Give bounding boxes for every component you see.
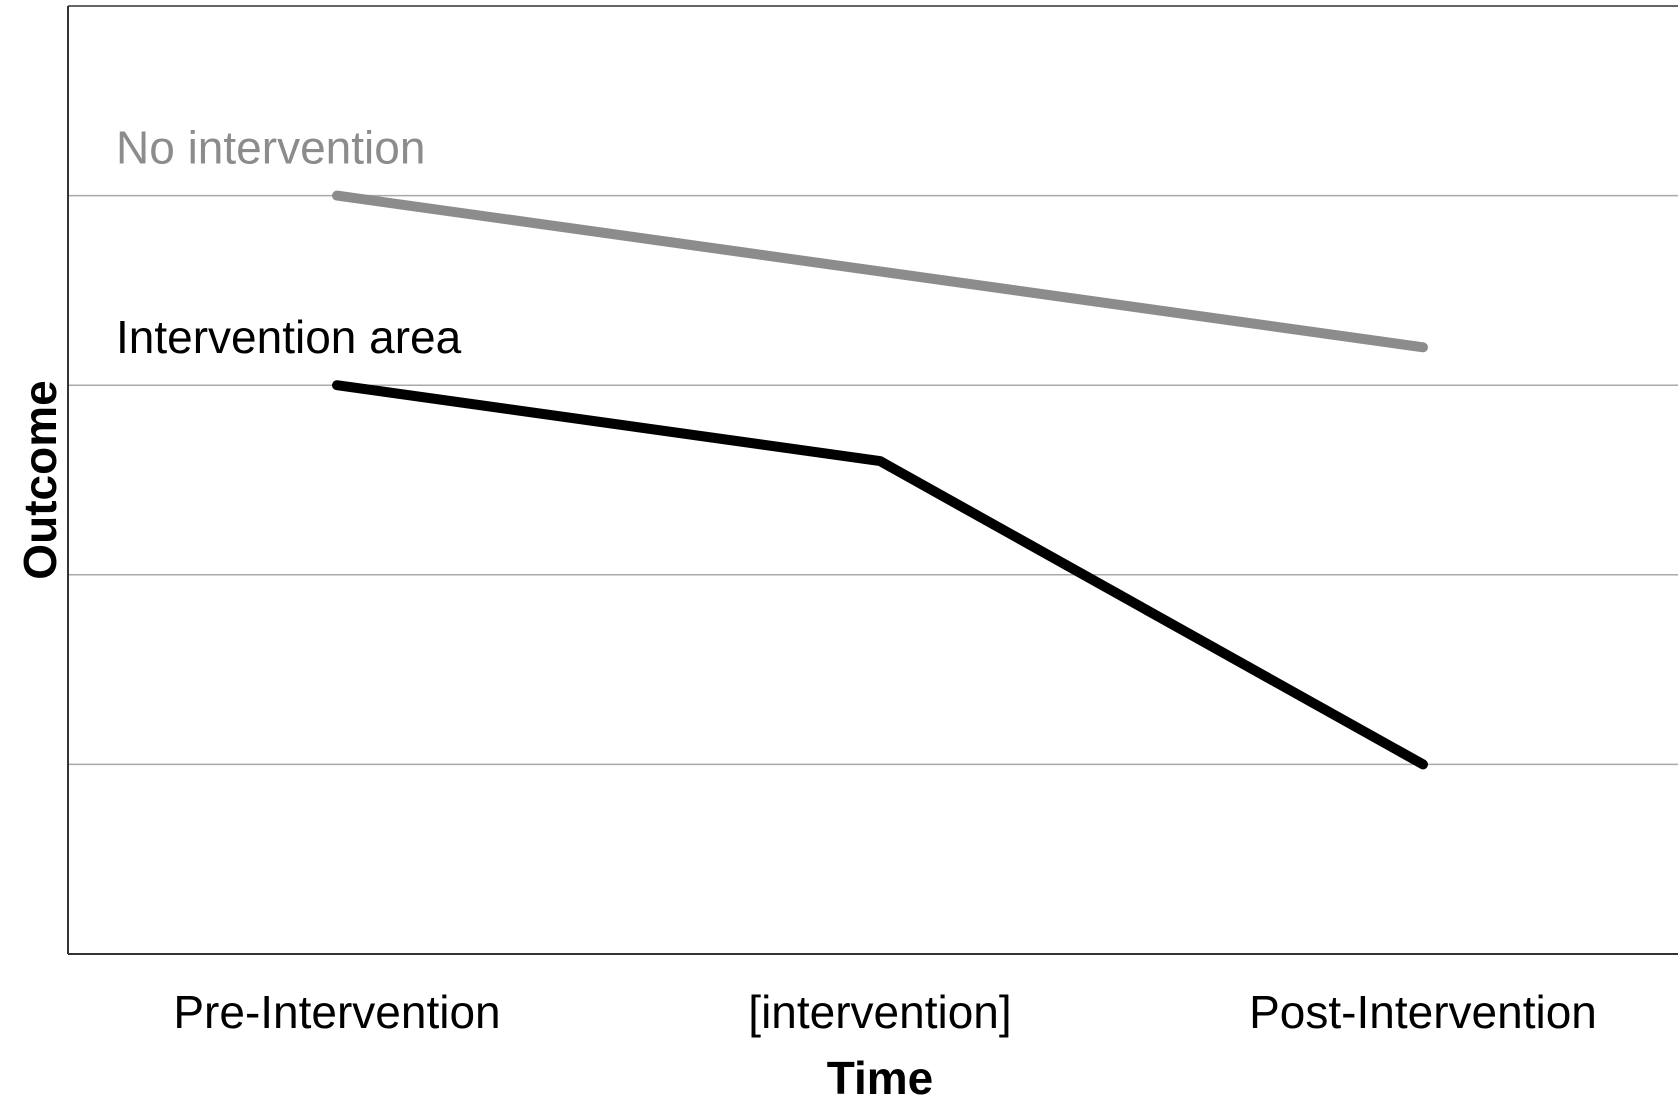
axes [67, 5, 1678, 955]
series-label-no-intervention: No intervention [116, 122, 425, 174]
series-line-intervention-area [332, 380, 1428, 770]
series-line-no-intervention [332, 190, 1428, 353]
series-labels: No intervention Intervention area [116, 122, 462, 364]
series-label-intervention-area: Intervention area [116, 311, 462, 363]
x-tick-label: Post-Intervention [1249, 986, 1597, 1038]
y-axis-title: Outcome [14, 380, 66, 579]
x-tick-label: Pre-Intervention [173, 986, 500, 1038]
x-tick-label: [intervention] [748, 986, 1011, 1038]
series-lines [332, 190, 1428, 770]
x-axis-title: Time [827, 1052, 934, 1103]
x-tick-labels: Pre-Intervention [intervention] Post-Inter… [173, 986, 1597, 1038]
gridlines [68, 194, 1678, 766]
